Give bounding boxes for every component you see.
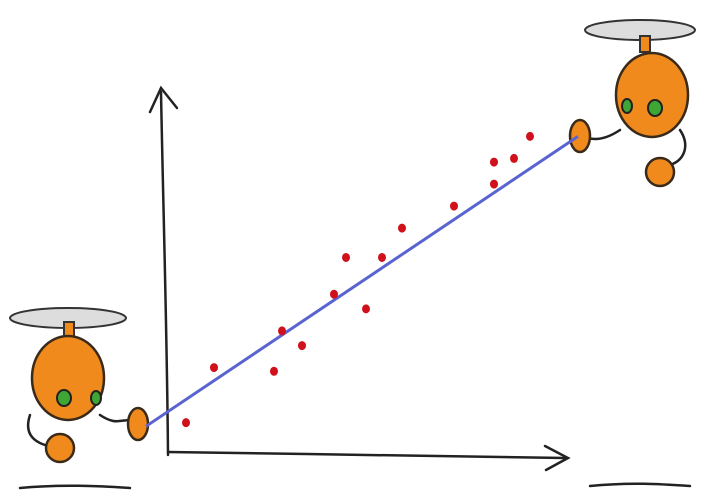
point <box>378 253 386 262</box>
point <box>398 224 406 233</box>
point <box>298 341 306 350</box>
robot-left <box>10 308 148 488</box>
robot-right <box>570 20 695 486</box>
point <box>490 158 498 167</box>
y-axis-arrow <box>150 88 177 112</box>
point <box>526 132 534 141</box>
point <box>490 180 498 189</box>
point <box>510 154 518 163</box>
fit-line <box>146 136 578 426</box>
point <box>342 253 350 262</box>
point <box>278 326 286 335</box>
point <box>182 418 190 427</box>
point <box>330 290 338 299</box>
point <box>450 202 458 211</box>
chart <box>0 0 702 493</box>
x-axis <box>168 452 565 458</box>
point <box>362 304 370 313</box>
point <box>270 367 278 376</box>
y-axis <box>161 92 168 455</box>
point <box>210 363 218 372</box>
